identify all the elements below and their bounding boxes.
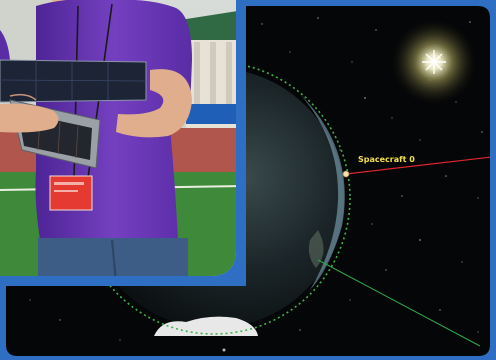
building-roof [180,10,236,40]
star-field [29,17,483,352]
left-hand [0,103,59,133]
right-arm [116,69,192,138]
sun-vector-line [345,155,490,175]
spacecraft-label: Spacecraft 0 [358,155,415,164]
badge-text-line [54,190,78,192]
red-badge [49,175,93,211]
nadir-vector-line [317,259,481,347]
spacecraft-marker[interactable] [342,170,350,178]
badge-text-line [54,182,84,185]
jeans-seam [111,239,117,276]
photo-panel [0,0,244,282]
photo-scene [0,0,236,276]
stadium-seats [186,104,236,124]
earth-landmass [308,230,324,268]
left-sleeve [0,30,10,62]
building-columns [194,42,232,122]
polar-ice-cap [154,316,258,336]
sun-rays [422,50,446,74]
fingers [9,93,37,101]
earth-atmosphere-limb [300,94,345,290]
solar-panel [0,59,147,103]
